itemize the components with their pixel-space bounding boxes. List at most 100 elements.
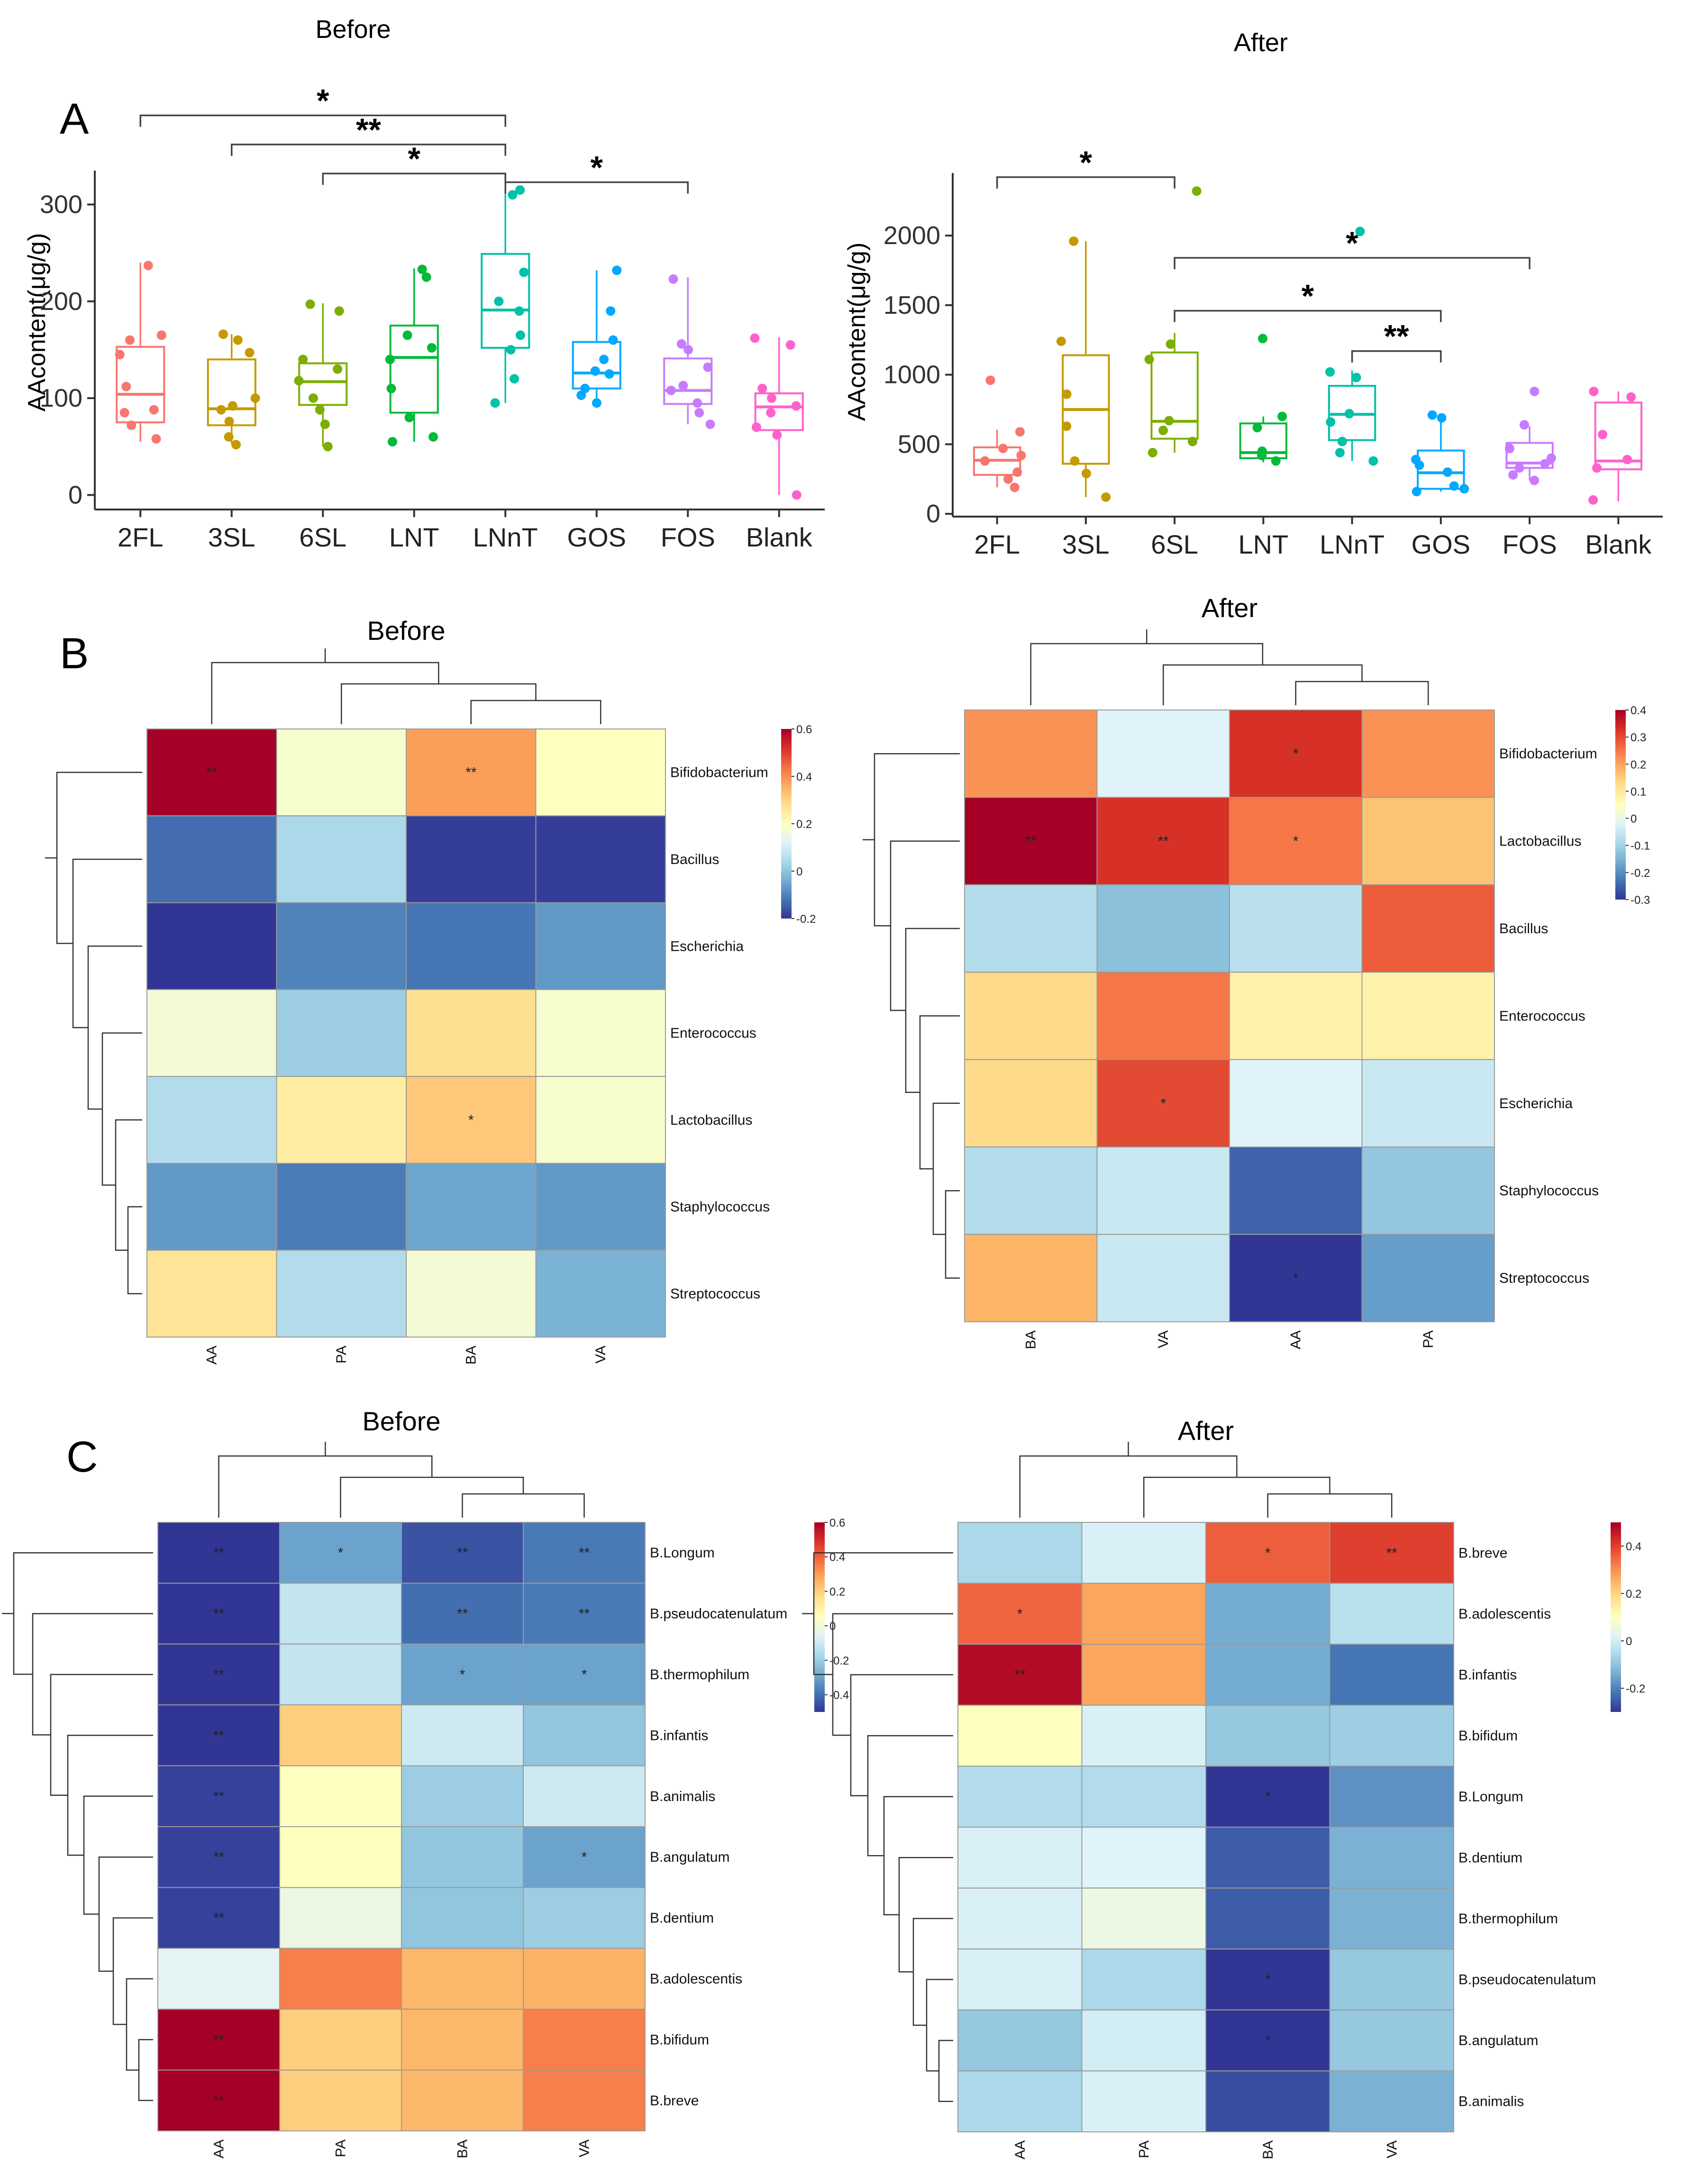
significance-star-bifidobacterium-aa: ** — [206, 765, 218, 781]
heatmap-cell-streptococcus-ba — [406, 1249, 537, 1338]
column-label-ba: BA — [464, 1346, 479, 1365]
heatmap-title: After — [1202, 593, 1257, 623]
significance-label-3sl-lnnt: ** — [356, 112, 381, 148]
column-label-va: VA — [577, 2139, 592, 2157]
color-legend-bar — [781, 729, 792, 919]
heatmap-cell-b-dentium-ba — [1205, 1827, 1330, 1889]
heatmap-cell-enterococcus-ba — [406, 989, 537, 1077]
significance-label-6sl-lnnt: * — [408, 141, 421, 177]
data-point-6sl — [308, 393, 318, 403]
x-tick-label-fos: FOS — [661, 522, 715, 552]
heatmap-cell-b-pseudocatenulatum-va — [1329, 1948, 1454, 2011]
data-point-3sl — [1070, 456, 1080, 466]
chart-title: Before — [315, 15, 391, 44]
data-point-3sl — [224, 417, 234, 427]
column-label-aa: AA — [1288, 1330, 1304, 1349]
heatmap-cell-enterococcus-pa — [276, 989, 407, 1077]
data-point-3sl — [1081, 469, 1091, 479]
data-point-blank — [785, 340, 795, 350]
data-point-gos — [576, 390, 586, 400]
legend-tick-label: 0.4 — [796, 771, 812, 783]
heatmap-cell-b-infantis-pa — [1081, 1644, 1206, 1706]
significance-star-b-pseudocatenulatum-ba: ** — [457, 1606, 468, 1622]
data-point-lnt — [428, 432, 438, 442]
heatmap-cell-escherichia-ba — [406, 902, 537, 990]
data-point-lnt — [1277, 411, 1287, 421]
data-point-3sl — [245, 348, 255, 358]
data-point-6sl — [1164, 416, 1174, 426]
heatmap-cell-b-infantis-aa — [157, 1704, 280, 1766]
heatmap-cell-b-adolescentis-ba — [1205, 1583, 1330, 1645]
y-tick-label: 100 — [40, 384, 82, 412]
data-point-fos — [1540, 459, 1550, 469]
heatmap-cell-b-adolescentis-pa — [279, 1947, 402, 2010]
data-point-lnt — [1258, 334, 1268, 344]
heatmap-cell-b-bifidum-pa — [1081, 1704, 1206, 1767]
data-point-fos — [668, 274, 678, 284]
row-label-b-thermophilum: B.thermophilum — [1458, 1911, 1558, 1927]
heatmap-cell-escherichia-pa — [1361, 1059, 1495, 1148]
data-point-fos — [1519, 420, 1529, 430]
heatmap-cell-b-bifidum-ba — [401, 2009, 524, 2071]
data-point-gos — [599, 355, 609, 364]
heatmap-cell-b-bifidum-ba — [1205, 1704, 1330, 1767]
heatmap-cell-streptococcus-aa — [146, 1249, 277, 1338]
significance-star-b-bifidum-aa: ** — [213, 2032, 225, 2048]
heatmap-cell-enterococcus-aa — [1229, 972, 1363, 1060]
data-point-blank — [751, 422, 761, 432]
significance-star-escherichia-va: * — [1160, 1096, 1166, 1111]
row-label-bifidobacterium: Bifidobacterium — [1499, 746, 1597, 762]
significance-star-bifidobacterium-aa: * — [1293, 746, 1299, 762]
data-point-6sl — [294, 376, 304, 386]
heatmap-cell-bacillus-va — [1096, 884, 1230, 973]
y-axis-label: AAcontent(μg/g) — [843, 243, 871, 421]
heatmap-cell-b-adolescentis-aa — [957, 1583, 1083, 1645]
heatmap-cell-b-dentium-pa — [279, 1887, 402, 1949]
column-dendrogram — [1019, 1442, 1393, 1518]
heatmap-cell-enterococcus-pa — [1361, 972, 1495, 1060]
significance-star-b-thermophilum-ba: * — [460, 1667, 465, 1683]
data-point-6sl — [334, 306, 344, 316]
legend-tick-label: 0.2 — [796, 818, 812, 831]
box-lnt — [389, 324, 439, 414]
data-point-gos — [612, 265, 622, 275]
heatmap-cell-b-animalis-pa — [279, 1765, 402, 1828]
row-label-b-adolescentis: B.adolescentis — [1458, 1606, 1551, 1622]
x-tick-label-blank: Blank — [1585, 529, 1652, 559]
data-point-2fl — [998, 444, 1008, 454]
data-point-2fl — [149, 405, 159, 415]
heatmap-cell-streptococcus-va — [1096, 1234, 1230, 1322]
heatmap-cell-bacillus-aa — [1229, 884, 1363, 973]
column-label-pa: PA — [333, 2139, 349, 2157]
data-point-blank — [1622, 455, 1632, 464]
box-gos — [572, 341, 621, 390]
data-point-lnt — [1257, 450, 1267, 460]
heatmap-cell-bacillus-ba — [964, 884, 1098, 973]
heatmap-cell-staphylococcus-aa — [1229, 1147, 1363, 1235]
heatmap-cell-b-infantis-va — [1329, 1644, 1454, 1706]
significance-star-b-thermophilum-aa: ** — [213, 1667, 225, 1683]
significance-label-6sl-fos: * — [1346, 225, 1358, 261]
data-point-gos — [608, 335, 618, 345]
column-label-ba: BA — [1023, 1330, 1039, 1349]
data-point-lnnt — [515, 185, 525, 195]
heatmap-cell-lactobacillus-pa — [276, 1076, 407, 1164]
row-label-escherichia: Escherichia — [670, 938, 744, 954]
significance-star-b-thermophilum-va: * — [582, 1667, 587, 1683]
significance-bracket-6sl-fos — [1174, 257, 1530, 270]
heatmap-cell-escherichia-va — [535, 902, 666, 990]
heatmap-cell-b-thermophilum-aa — [157, 1643, 280, 1706]
data-point-lnt — [417, 264, 427, 274]
heatmap-cell-staphylococcus-aa — [146, 1163, 277, 1251]
row-label-enterococcus: Enterococcus — [1499, 1008, 1585, 1024]
heatmap-cell-staphylococcus-va — [1096, 1147, 1230, 1235]
data-point-blank — [792, 490, 801, 500]
heatmap-title: Before — [367, 616, 446, 646]
data-point-gos — [1449, 481, 1459, 491]
heatmap-cell-bifidobacterium-va — [535, 728, 666, 817]
heatmap-cell-b-angulatum-va — [523, 1826, 646, 1888]
data-point-3sl — [1056, 337, 1066, 346]
heatmap-cell-b-thermophilum-pa — [279, 1643, 402, 1706]
data-point-blank — [1626, 392, 1636, 402]
